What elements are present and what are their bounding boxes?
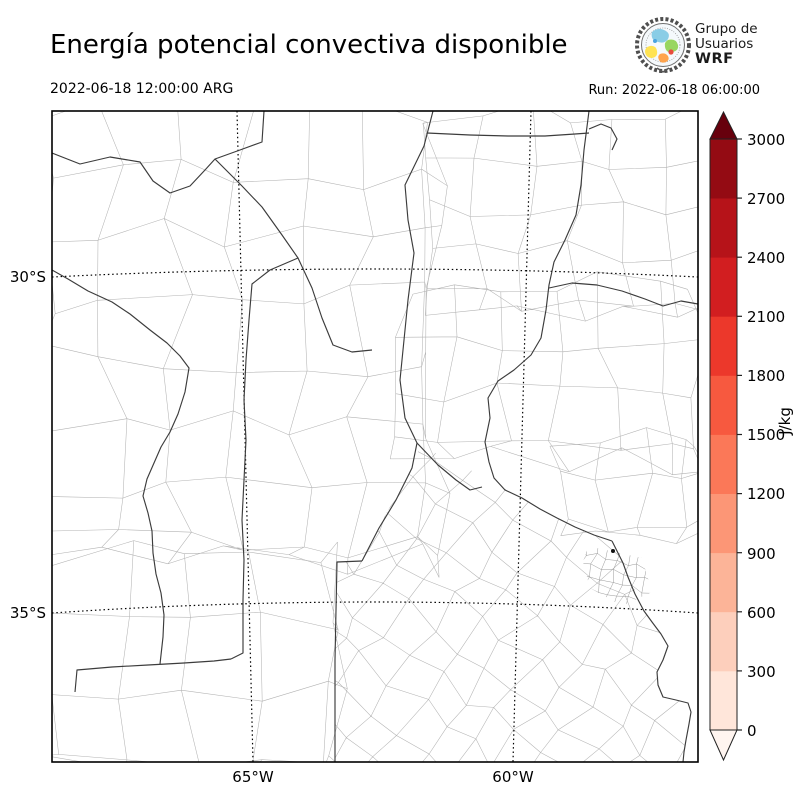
colorbar-tick-2400: 2400 (747, 249, 786, 267)
colorbar-tick-900: 900 (747, 545, 776, 563)
logo-line-2: Usuarios (695, 36, 754, 52)
department-boundary-mesh (389, 271, 698, 475)
colorbar-segment-0-300 (710, 670, 737, 731)
gridline-30s (52, 268, 698, 278)
colorbar-tick-300: 300 (747, 663, 776, 681)
department-boundary-mesh (549, 427, 698, 544)
colorbar-tick-2700: 2700 (747, 190, 786, 208)
colorbar-segments (710, 139, 737, 731)
wrf-logo-globe-icon (635, 17, 691, 73)
colorbar-tick-2100: 2100 (747, 308, 786, 326)
department-boundaries (52, 111, 698, 762)
colorbar-tick-1500: 1500 (747, 426, 786, 444)
colorbar-over-arrow (709, 110, 738, 140)
province-borders (52, 111, 698, 762)
logo-line-wrf: WRF (695, 51, 734, 67)
department-boundary-mesh (52, 540, 348, 762)
colorbar-tick-0: 0 (747, 722, 757, 740)
page-title: Energía potencial convectiva disponible (50, 30, 568, 60)
lat-tick-30s: 30°S (9, 268, 46, 286)
colorbar-segment-1800-2100 (710, 316, 737, 376)
colorbar-tick-1800: 1800 (747, 367, 786, 385)
graticule-gridlines (52, 111, 698, 762)
colorbar-segment-900-1200 (710, 493, 737, 554)
lon-tick-65w: 65°W (232, 768, 274, 786)
logo-line-1: Grupo de (695, 21, 758, 37)
colorbar-segment-2700-3000 (710, 139, 737, 199)
buenos-aires-city-mark (611, 549, 615, 553)
valid-time-label: 2022-06-18 12:00:00 ARG (50, 81, 234, 97)
wrf-logo-text: Grupo de Usuarios WRF (695, 22, 758, 67)
colorbar (709, 110, 742, 762)
lat-tick-35s: 35°S (9, 604, 46, 622)
gridline-35s (52, 601, 698, 614)
department-boundary-mesh (52, 111, 451, 578)
gridline-60w (512, 111, 532, 762)
colorbar-tick-3000: 3000 (747, 131, 786, 149)
run-time-label: Run: 2022-06-18 06:00:00 (588, 83, 760, 98)
map-border (51, 110, 699, 763)
colorbar-under-arrow (709, 729, 738, 762)
colorbar-segment-300-600 (710, 611, 737, 672)
colorbar-segment-2100-2400 (710, 257, 737, 317)
colorbar-segment-1200-1500 (710, 434, 737, 494)
lon-tick-60w: 60°W (492, 768, 534, 786)
colorbar-segment-2400-2700 (710, 198, 737, 258)
colorbar-segment-1500-1800 (710, 375, 737, 435)
colorbar-tick-600: 600 (747, 604, 776, 622)
colorbar-units-label: J/kg (776, 407, 794, 435)
colorbar-segment-600-900 (710, 552, 737, 613)
gridline-65w (236, 111, 254, 762)
colorbar-ticks (737, 138, 742, 731)
department-boundary-mesh (423, 111, 698, 322)
colorbar-tick-1200: 1200 (747, 485, 786, 503)
